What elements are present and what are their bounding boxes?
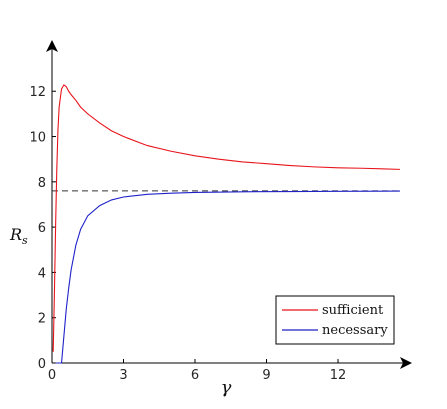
x-tick-label: 9: [262, 368, 270, 383]
x-tick-label: 0: [48, 368, 56, 383]
series-line-necessary: [55, 190, 401, 364]
series-group: [52, 84, 401, 364]
y-ticks: 0 2 4 6 8 10 12: [29, 85, 56, 372]
legend-label-sufficient: sufficient: [322, 303, 384, 318]
series-line-sufficient: [52, 84, 401, 352]
x-tick-label: 3: [119, 368, 127, 383]
x-ticks: 0 3 6 9 12: [48, 359, 346, 383]
legend: sufficient necessary: [275, 295, 395, 345]
legend-box: [275, 295, 395, 345]
y-axis-label-sub: s: [22, 234, 28, 247]
y-tick-label: 4: [38, 266, 46, 281]
x-axis-label: γ: [221, 377, 232, 398]
legend-label-necessary: necessary: [322, 323, 388, 338]
y-tick-label: 6: [38, 221, 46, 236]
y-tick-label: 10: [29, 131, 46, 146]
y-axis-label-main: R: [9, 225, 22, 244]
x-tick-label: 12: [330, 368, 347, 383]
y-tick-label: 8: [38, 176, 46, 191]
x-tick-label: 6: [191, 368, 199, 383]
y-tick-label: 0: [38, 357, 46, 372]
y-axis-label: Rs: [9, 225, 28, 247]
y-tick-label: 12: [29, 85, 46, 100]
y-tick-label: 2: [38, 312, 46, 327]
